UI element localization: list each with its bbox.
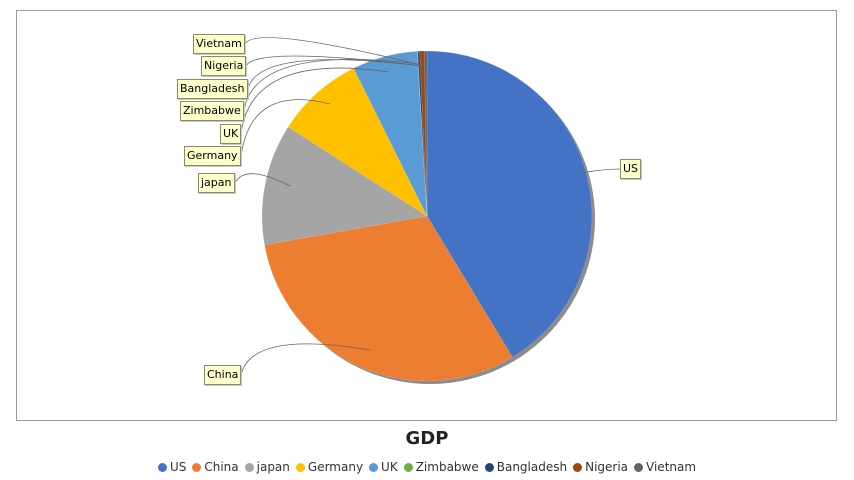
legend-label: Germany bbox=[307, 460, 364, 474]
leader-line-germany bbox=[240, 99, 331, 157]
legend-marker-icon bbox=[244, 462, 254, 472]
legend-label: UK bbox=[381, 460, 398, 474]
legend-marker-icon bbox=[295, 462, 305, 472]
slice-label-uk: UK bbox=[220, 124, 242, 144]
legend-label: China bbox=[204, 460, 239, 474]
legend-label: Vietnam bbox=[646, 460, 697, 474]
legend-marker-icon bbox=[369, 462, 379, 472]
chart-title: GDP bbox=[405, 428, 449, 449]
legend-label: Bangladesh bbox=[496, 460, 568, 474]
pie-slice-vietnam[interactable] bbox=[424, 50, 428, 217]
legend-item-japan[interactable]: japan bbox=[244, 460, 290, 474]
legend-label: US bbox=[169, 460, 187, 474]
leader-line-nigeria bbox=[245, 55, 424, 67]
slice-label-zimbabwe: Zimbabwe bbox=[180, 101, 244, 121]
pie-slice-us[interactable] bbox=[426, 50, 593, 358]
pie-slice-bangladesh[interactable] bbox=[417, 50, 428, 217]
legend-item-vietnam[interactable]: Vietnam bbox=[634, 460, 696, 474]
legend-item-us[interactable]: US bbox=[157, 460, 187, 474]
pie-slice-china[interactable] bbox=[264, 215, 513, 382]
slice-label-vietnam: Vietnam bbox=[193, 34, 245, 54]
slice-label-japan: japan bbox=[198, 173, 235, 193]
leader-line-zimbabwe bbox=[243, 59, 420, 112]
legend-label: Nigeria bbox=[585, 460, 629, 474]
leader-line-bangladesh bbox=[247, 59, 422, 90]
pie-slice-nigeria[interactable] bbox=[419, 50, 428, 217]
pie-slices bbox=[261, 50, 593, 382]
legend-marker-icon bbox=[157, 462, 167, 472]
legend-marker-icon bbox=[484, 462, 494, 472]
leader-line-china bbox=[240, 343, 371, 376]
legend-label: japan bbox=[256, 460, 290, 474]
legend-item-nigeria[interactable]: Nigeria bbox=[573, 460, 628, 474]
slice-label-us: US bbox=[620, 159, 642, 179]
legend-label: Zimbabwe bbox=[415, 460, 479, 474]
legend-marker-icon bbox=[192, 462, 202, 472]
leader-line-us bbox=[569, 168, 621, 177]
legend-marker-icon bbox=[634, 462, 644, 472]
leader-line-vietnam bbox=[244, 37, 426, 67]
leader-line-uk bbox=[240, 67, 390, 135]
pie-slice-germany[interactable] bbox=[287, 67, 428, 217]
leader-line-japan bbox=[234, 173, 291, 187]
legend-item-bangladesh[interactable]: Bangladesh bbox=[484, 460, 568, 474]
slice-label-germany: Germany bbox=[184, 146, 241, 166]
legend-marker-icon bbox=[573, 462, 583, 472]
legend-item-zimbabwe[interactable]: Zimbabwe bbox=[403, 460, 479, 474]
slice-label-bangladesh: Bangladesh bbox=[177, 79, 248, 99]
leader-lines bbox=[234, 37, 621, 376]
slice-label-nigeria: Nigeria bbox=[201, 56, 247, 76]
legend-item-germany[interactable]: Germany bbox=[295, 460, 364, 474]
legend-item-uk[interactable]: UK bbox=[369, 460, 398, 474]
pie-slice-zimbabwe[interactable] bbox=[416, 50, 428, 217]
legend-marker-icon bbox=[403, 462, 413, 472]
pie-slice-japan[interactable] bbox=[261, 126, 428, 246]
slice-label-china: China bbox=[204, 365, 242, 385]
legend: US China japan Germany UK Zimbabwe Bangladesh N… bbox=[0, 460, 854, 474]
legend-item-china[interactable]: China bbox=[192, 460, 239, 474]
